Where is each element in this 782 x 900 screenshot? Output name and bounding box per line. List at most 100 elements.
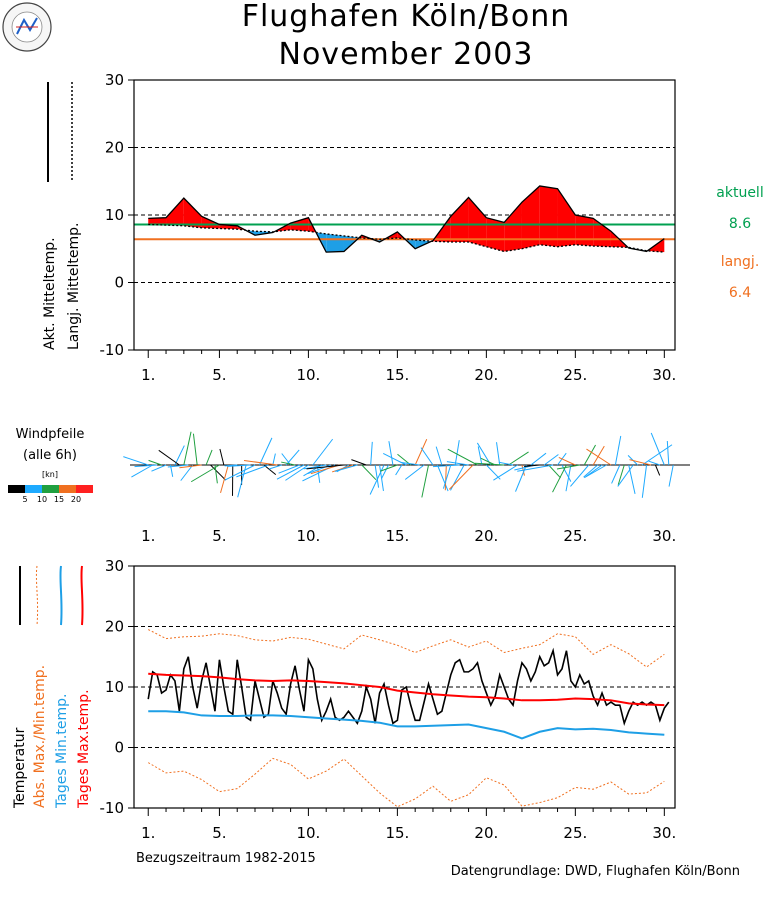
wind-arrow	[210, 464, 227, 481]
ylabel-akt: Akt. Mitteltemp.	[42, 237, 58, 350]
wind-xtick-label: 15.	[385, 527, 409, 545]
wind-arrow	[583, 464, 598, 478]
anomaly-area	[148, 217, 167, 226]
wind-arrow	[243, 459, 278, 466]
wind-arrow	[219, 448, 225, 466]
daily-temperature-panel: -10 0 10 20 30 1. 5. 10. 15. 20. 25. 30.	[100, 557, 677, 842]
series-langj-mitteltemp	[148, 223, 665, 253]
panel1-axis-ticks: -10 0 10 20 30 1. 5. 10. 15. 20. 25. 30.	[100, 71, 677, 384]
wind-arrow	[183, 431, 192, 466]
wind-x-ticks: 1. 5. 10. 15. 20. 25. 30.	[141, 527, 676, 545]
wind-arrow	[552, 464, 567, 493]
wind-arrow	[227, 464, 251, 467]
panel1-frame	[133, 79, 676, 351]
wind-color-legend: 5 10 15 20	[8, 485, 93, 504]
legend-line-absmaxmin	[35, 565, 39, 626]
wind-arrow	[205, 449, 213, 466]
anomaly-area	[166, 198, 184, 226]
wind-xtick-label: 5.	[212, 527, 226, 545]
wind-arrow	[654, 464, 661, 476]
wind-arrow	[476, 442, 492, 466]
wind-arrow	[447, 448, 478, 466]
wind-arrow	[583, 444, 596, 466]
wind-arrow	[493, 464, 518, 481]
anomaly-area	[539, 185, 558, 247]
weather-service-logo	[2, 2, 52, 52]
wind-arrow	[278, 464, 300, 474]
wind-arrow	[592, 445, 605, 466]
wind-arrow	[515, 464, 527, 492]
wind-arrow	[496, 442, 501, 466]
wind-arrow	[454, 440, 460, 466]
legend-line-tagesmin	[59, 565, 63, 626]
ylabel-tagesmax: Tages Max.temp.	[76, 689, 92, 809]
panel2-ytick-label: -10	[100, 799, 125, 817]
wind-arrow	[648, 460, 661, 466]
panel2-xtick-label: 5.	[212, 824, 226, 842]
wind-arrow	[395, 464, 403, 476]
panel1-ytick-label: 30	[105, 71, 124, 89]
ylabel-temperatur: Temperatur	[12, 727, 28, 809]
wind-arrow	[224, 464, 238, 467]
panel2-ytick-label: 20	[105, 618, 124, 636]
wind-arrow	[303, 464, 327, 470]
anomaly-area	[201, 216, 220, 229]
panel2-ytick-label: 10	[105, 678, 124, 696]
wind-arrow	[530, 452, 547, 466]
wind-legend-tick: 20	[71, 495, 81, 504]
wind-arrow	[272, 453, 276, 466]
wind-arrow	[131, 464, 153, 478]
wind-arrow	[381, 464, 389, 479]
wind-arrow	[370, 441, 373, 466]
panel2-ytick-label: 0	[114, 739, 124, 757]
ylabel-langj: Langj. Mitteltemp.	[66, 223, 82, 350]
wind-arrow	[517, 464, 554, 472]
wind-arrow	[650, 432, 665, 466]
series-tages-max-temp	[148, 672, 665, 707]
wind-arrow	[374, 464, 380, 488]
series-abs-min-temp	[147, 757, 665, 808]
wind-arrow	[558, 457, 576, 466]
panel1-xtick-label: 5.	[212, 366, 226, 384]
ylabel-tagesmin: Tages Min.temp.	[54, 694, 70, 809]
wind-arrow	[388, 441, 394, 466]
ylabel-absmaxmin: Abs. Max./Min.temp.	[32, 665, 48, 808]
panel1-xtick-label: 25.	[563, 366, 587, 384]
wind-arrow	[448, 464, 474, 490]
wind-legend-tick: 5	[22, 495, 27, 504]
footer-data-source: Datengrundlage: DWD, Flughafen Köln/Bonn	[451, 864, 740, 879]
wind-xtick-label: 25.	[563, 527, 587, 545]
panel2-xtick-label: 25.	[563, 824, 587, 842]
anomaly-area	[486, 217, 505, 252]
wind-arrow	[276, 464, 305, 480]
wind-arrow	[548, 464, 561, 479]
anomaly-area	[521, 185, 540, 249]
anomaly-area	[593, 218, 611, 247]
chart-title-line2: November 2003	[279, 37, 534, 72]
anomaly-area	[557, 188, 576, 247]
wind-arrow	[148, 459, 162, 466]
wind-arrow	[586, 448, 612, 466]
wind-arrow	[192, 433, 198, 466]
wind-arrow	[442, 464, 452, 489]
panel1-series-lines	[134, 185, 675, 253]
wind-xtick-label: 1.	[141, 527, 155, 545]
anomaly-area	[504, 202, 522, 252]
legend-langj-value: 6.4	[729, 285, 751, 301]
wind-arrow	[268, 464, 282, 470]
panel2-axis-ticks: -10 0 10 20 30 1. 5. 10. 15. 20. 25. 30.	[100, 557, 677, 842]
wind-arrow	[436, 464, 449, 492]
wind-xtick-label: 20.	[474, 527, 498, 545]
wind-arrow	[641, 464, 648, 498]
panel1-ytick-label: 20	[105, 139, 124, 157]
series-abs-max-temp	[148, 629, 665, 668]
anomaly-area	[183, 198, 202, 228]
wind-arrow	[668, 464, 674, 487]
wind-arrow	[404, 464, 425, 480]
wind-arrow	[380, 464, 398, 472]
wind-subtitle: (alle 6h)	[23, 448, 77, 463]
panel1-xtick-label: 30.	[652, 366, 676, 384]
wind-arrow	[435, 446, 443, 466]
series-akt-mitteltemp	[148, 185, 665, 253]
